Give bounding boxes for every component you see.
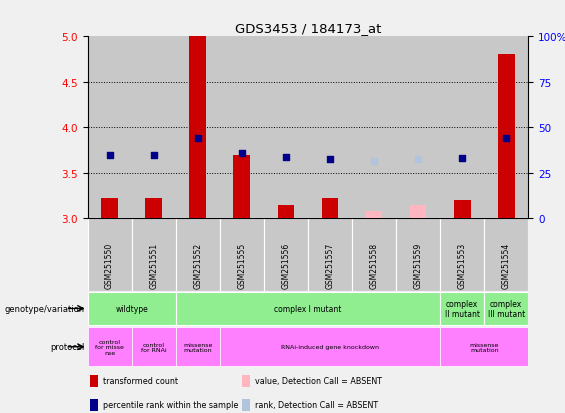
Point <box>502 135 511 142</box>
Text: GSM251558: GSM251558 <box>370 242 379 288</box>
Text: value, Detection Call = ABSENT: value, Detection Call = ABSENT <box>255 376 382 385</box>
Bar <box>132 37 176 219</box>
Bar <box>308 219 352 291</box>
Bar <box>396 37 440 219</box>
Text: GSM251552: GSM251552 <box>193 242 202 288</box>
Text: GSM251556: GSM251556 <box>281 242 290 288</box>
Text: GSM251551: GSM251551 <box>149 242 158 288</box>
Bar <box>440 328 528 366</box>
Text: RNAi-induced gene knockdown: RNAi-induced gene knockdown <box>281 344 379 349</box>
Point <box>281 155 290 161</box>
Bar <box>308 37 352 219</box>
Bar <box>352 37 396 219</box>
Bar <box>242 375 250 387</box>
Text: complex
III mutant: complex III mutant <box>488 299 525 318</box>
Text: protocol: protocol <box>50 342 85 351</box>
Text: GSM251555: GSM251555 <box>237 242 246 288</box>
Text: GSM251553: GSM251553 <box>458 242 467 288</box>
Bar <box>176 292 440 325</box>
Bar <box>101 199 118 219</box>
Bar <box>264 219 308 291</box>
Text: rank, Detection Call = ABSENT: rank, Detection Call = ABSENT <box>255 400 378 409</box>
Bar <box>396 219 440 291</box>
Bar <box>498 55 515 219</box>
Text: control
for RNAi: control for RNAi <box>141 342 167 352</box>
Text: GSM251550: GSM251550 <box>105 242 114 288</box>
Bar <box>90 399 98 411</box>
Bar <box>352 219 396 291</box>
Text: transformed count: transformed count <box>103 376 178 385</box>
Point <box>458 156 467 162</box>
Bar <box>88 37 132 219</box>
Bar <box>88 328 132 366</box>
Bar <box>176 328 220 366</box>
Bar <box>145 199 162 219</box>
Text: missense
mutation: missense mutation <box>183 342 212 352</box>
Bar <box>176 37 220 219</box>
Point <box>325 157 334 163</box>
Bar <box>410 205 427 219</box>
Point <box>193 135 202 142</box>
Text: genotype/variation: genotype/variation <box>5 304 85 313</box>
Bar <box>366 211 383 219</box>
Bar <box>321 199 338 219</box>
Bar <box>242 399 250 411</box>
Bar <box>440 292 484 325</box>
Bar <box>132 219 176 291</box>
Bar <box>233 155 250 219</box>
Bar <box>220 37 264 219</box>
Point <box>414 157 423 163</box>
Bar <box>220 328 440 366</box>
Text: complex I mutant: complex I mutant <box>274 304 342 313</box>
Bar <box>440 37 484 219</box>
Bar <box>484 292 528 325</box>
Bar <box>189 37 206 219</box>
Bar <box>454 201 471 219</box>
Text: GSM251554: GSM251554 <box>502 242 511 288</box>
Bar <box>88 292 176 325</box>
Bar <box>484 219 528 291</box>
Bar <box>88 219 132 291</box>
Text: complex
II mutant: complex II mutant <box>445 299 480 318</box>
Title: GDS3453 / 184173_at: GDS3453 / 184173_at <box>234 21 381 35</box>
Point <box>237 150 246 157</box>
Text: control
for misse
nse: control for misse nse <box>95 339 124 355</box>
Point <box>149 152 158 159</box>
Text: missense
mutation: missense mutation <box>470 342 499 352</box>
Bar <box>176 219 220 291</box>
Point <box>105 152 114 159</box>
Point <box>370 158 379 165</box>
Bar <box>264 37 308 219</box>
Bar <box>484 37 528 219</box>
Bar <box>90 375 98 387</box>
Text: GSM251557: GSM251557 <box>325 242 334 288</box>
Bar <box>277 205 294 219</box>
Text: percentile rank within the sample: percentile rank within the sample <box>103 400 238 409</box>
Text: GSM251559: GSM251559 <box>414 242 423 288</box>
Bar <box>440 219 484 291</box>
Bar <box>132 328 176 366</box>
Bar <box>220 219 264 291</box>
Text: wildtype: wildtype <box>115 304 148 313</box>
